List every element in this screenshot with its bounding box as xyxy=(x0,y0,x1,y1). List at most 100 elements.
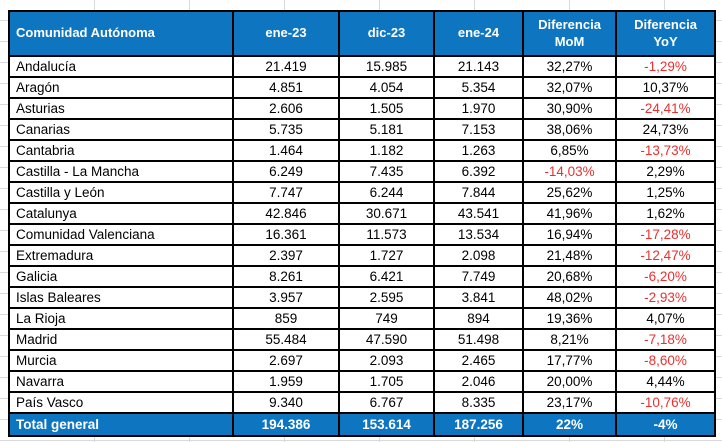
value-cell[interactable]: -4% xyxy=(615,412,716,437)
value-cell[interactable]: 2.595 xyxy=(338,286,435,309)
value-cell[interactable]: 6,85% xyxy=(522,139,617,162)
column-header[interactable]: ene-24 xyxy=(433,10,524,57)
value-cell[interactable]: 1.505 xyxy=(338,97,435,120)
value-cell[interactable]: 21.419 xyxy=(232,55,340,78)
value-cell[interactable]: 2.098 xyxy=(433,244,524,267)
value-cell[interactable]: 9.340 xyxy=(232,391,340,414)
value-cell[interactable]: 1.182 xyxy=(338,139,435,162)
value-cell[interactable]: 20,68% xyxy=(522,265,617,288)
value-cell[interactable]: 1.464 xyxy=(232,139,340,162)
region-name-cell[interactable]: Canarias xyxy=(8,118,234,141)
value-cell[interactable]: 24,73% xyxy=(615,118,716,141)
value-cell[interactable]: 7.435 xyxy=(338,160,435,183)
region-name-cell[interactable]: Murcia xyxy=(8,349,234,372)
column-header[interactable]: Diferencia MoM xyxy=(522,10,617,57)
region-name-cell[interactable]: Islas Baleares xyxy=(8,286,234,309)
value-cell[interactable]: 1.705 xyxy=(338,370,435,393)
value-cell[interactable]: 3.957 xyxy=(232,286,340,309)
value-cell[interactable]: 23,17% xyxy=(522,391,617,414)
value-cell[interactable]: 11.573 xyxy=(338,223,435,246)
value-cell[interactable]: 894 xyxy=(433,307,524,330)
value-cell[interactable]: 6.421 xyxy=(338,265,435,288)
value-cell[interactable]: -12,47% xyxy=(615,244,716,267)
value-cell[interactable]: -13,73% xyxy=(615,139,716,162)
value-cell[interactable]: 749 xyxy=(338,307,435,330)
value-cell[interactable]: 4.054 xyxy=(338,76,435,99)
value-cell[interactable]: 41,96% xyxy=(522,202,617,225)
column-header[interactable]: ene-23 xyxy=(232,10,340,57)
region-name-cell[interactable]: Andalucía xyxy=(8,55,234,78)
value-cell[interactable]: 6.767 xyxy=(338,391,435,414)
value-cell[interactable]: 2.397 xyxy=(232,244,340,267)
value-cell[interactable]: 7.153 xyxy=(433,118,524,141)
value-cell[interactable]: 2.465 xyxy=(433,349,524,372)
region-name-cell[interactable]: Castilla - La Mancha xyxy=(8,160,234,183)
value-cell[interactable]: -2,93% xyxy=(615,286,716,309)
column-header[interactable]: Diferencia YoY xyxy=(615,10,716,57)
value-cell[interactable]: 30.671 xyxy=(338,202,435,225)
value-cell[interactable]: 8.335 xyxy=(433,391,524,414)
value-cell[interactable]: 859 xyxy=(232,307,340,330)
value-cell[interactable]: 4,07% xyxy=(615,307,716,330)
region-name-cell[interactable]: Asturias xyxy=(8,97,234,120)
value-cell[interactable]: 17,77% xyxy=(522,349,617,372)
value-cell[interactable]: 4,44% xyxy=(615,370,716,393)
value-cell[interactable]: 25,62% xyxy=(522,181,617,204)
value-cell[interactable]: 1.959 xyxy=(232,370,340,393)
value-cell[interactable]: 6.249 xyxy=(232,160,340,183)
value-cell[interactable]: -7,18% xyxy=(615,328,716,351)
value-cell[interactable]: 21.143 xyxy=(433,55,524,78)
value-cell[interactable]: 22% xyxy=(522,412,617,437)
region-name-cell[interactable]: La Rioja xyxy=(8,307,234,330)
value-cell[interactable]: 7.844 xyxy=(433,181,524,204)
value-cell[interactable]: 5.735 xyxy=(232,118,340,141)
region-name-cell[interactable]: Catalunya xyxy=(8,202,234,225)
value-cell[interactable]: 2.697 xyxy=(232,349,340,372)
value-cell[interactable]: 4.851 xyxy=(232,76,340,99)
value-cell[interactable]: -14,03% xyxy=(522,160,617,183)
value-cell[interactable]: 42.846 xyxy=(232,202,340,225)
value-cell[interactable]: 2.046 xyxy=(433,370,524,393)
value-cell[interactable]: 51.498 xyxy=(433,328,524,351)
value-cell[interactable]: -6,20% xyxy=(615,265,716,288)
region-name-cell[interactable]: Extremadura xyxy=(8,244,234,267)
region-name-cell[interactable]: Aragón xyxy=(8,76,234,99)
value-cell[interactable]: 2.606 xyxy=(232,97,340,120)
region-name-cell[interactable]: Navarra xyxy=(8,370,234,393)
value-cell[interactable]: -8,60% xyxy=(615,349,716,372)
value-cell[interactable]: 10,37% xyxy=(615,76,716,99)
value-cell[interactable]: 153.614 xyxy=(338,412,435,437)
value-cell[interactable]: 1,25% xyxy=(615,181,716,204)
value-cell[interactable]: 43.541 xyxy=(433,202,524,225)
value-cell[interactable]: 30,90% xyxy=(522,97,617,120)
value-cell[interactable]: -1,29% xyxy=(615,55,716,78)
value-cell[interactable]: 5.181 xyxy=(338,118,435,141)
value-cell[interactable]: 55.484 xyxy=(232,328,340,351)
region-name-cell[interactable]: Galicia xyxy=(8,265,234,288)
value-cell[interactable]: 15.985 xyxy=(338,55,435,78)
value-cell[interactable]: 2.093 xyxy=(338,349,435,372)
value-cell[interactable]: 7.747 xyxy=(232,181,340,204)
column-header[interactable]: Comunidad Autónoma xyxy=(8,10,234,57)
value-cell[interactable]: 48,02% xyxy=(522,286,617,309)
value-cell[interactable]: 6.244 xyxy=(338,181,435,204)
value-cell[interactable]: 6.392 xyxy=(433,160,524,183)
value-cell[interactable]: -17,28% xyxy=(615,223,716,246)
value-cell[interactable]: 1,62% xyxy=(615,202,716,225)
value-cell[interactable]: 38,06% xyxy=(522,118,617,141)
value-cell[interactable]: 8.261 xyxy=(232,265,340,288)
region-name-cell[interactable]: País Vasco xyxy=(8,391,234,414)
value-cell[interactable]: -24,41% xyxy=(615,97,716,120)
value-cell[interactable]: 2,29% xyxy=(615,160,716,183)
region-name-cell[interactable]: Comunidad Valenciana xyxy=(8,223,234,246)
value-cell[interactable]: 32,07% xyxy=(522,76,617,99)
value-cell[interactable]: -10,76% xyxy=(615,391,716,414)
value-cell[interactable]: 194.386 xyxy=(232,412,340,437)
value-cell[interactable]: 16,94% xyxy=(522,223,617,246)
region-name-cell[interactable]: Total general xyxy=(8,412,234,437)
region-name-cell[interactable]: Castilla y León xyxy=(8,181,234,204)
value-cell[interactable]: 16.361 xyxy=(232,223,340,246)
value-cell[interactable]: 21,48% xyxy=(522,244,617,267)
value-cell[interactable]: 1.727 xyxy=(338,244,435,267)
value-cell[interactable]: 47.590 xyxy=(338,328,435,351)
